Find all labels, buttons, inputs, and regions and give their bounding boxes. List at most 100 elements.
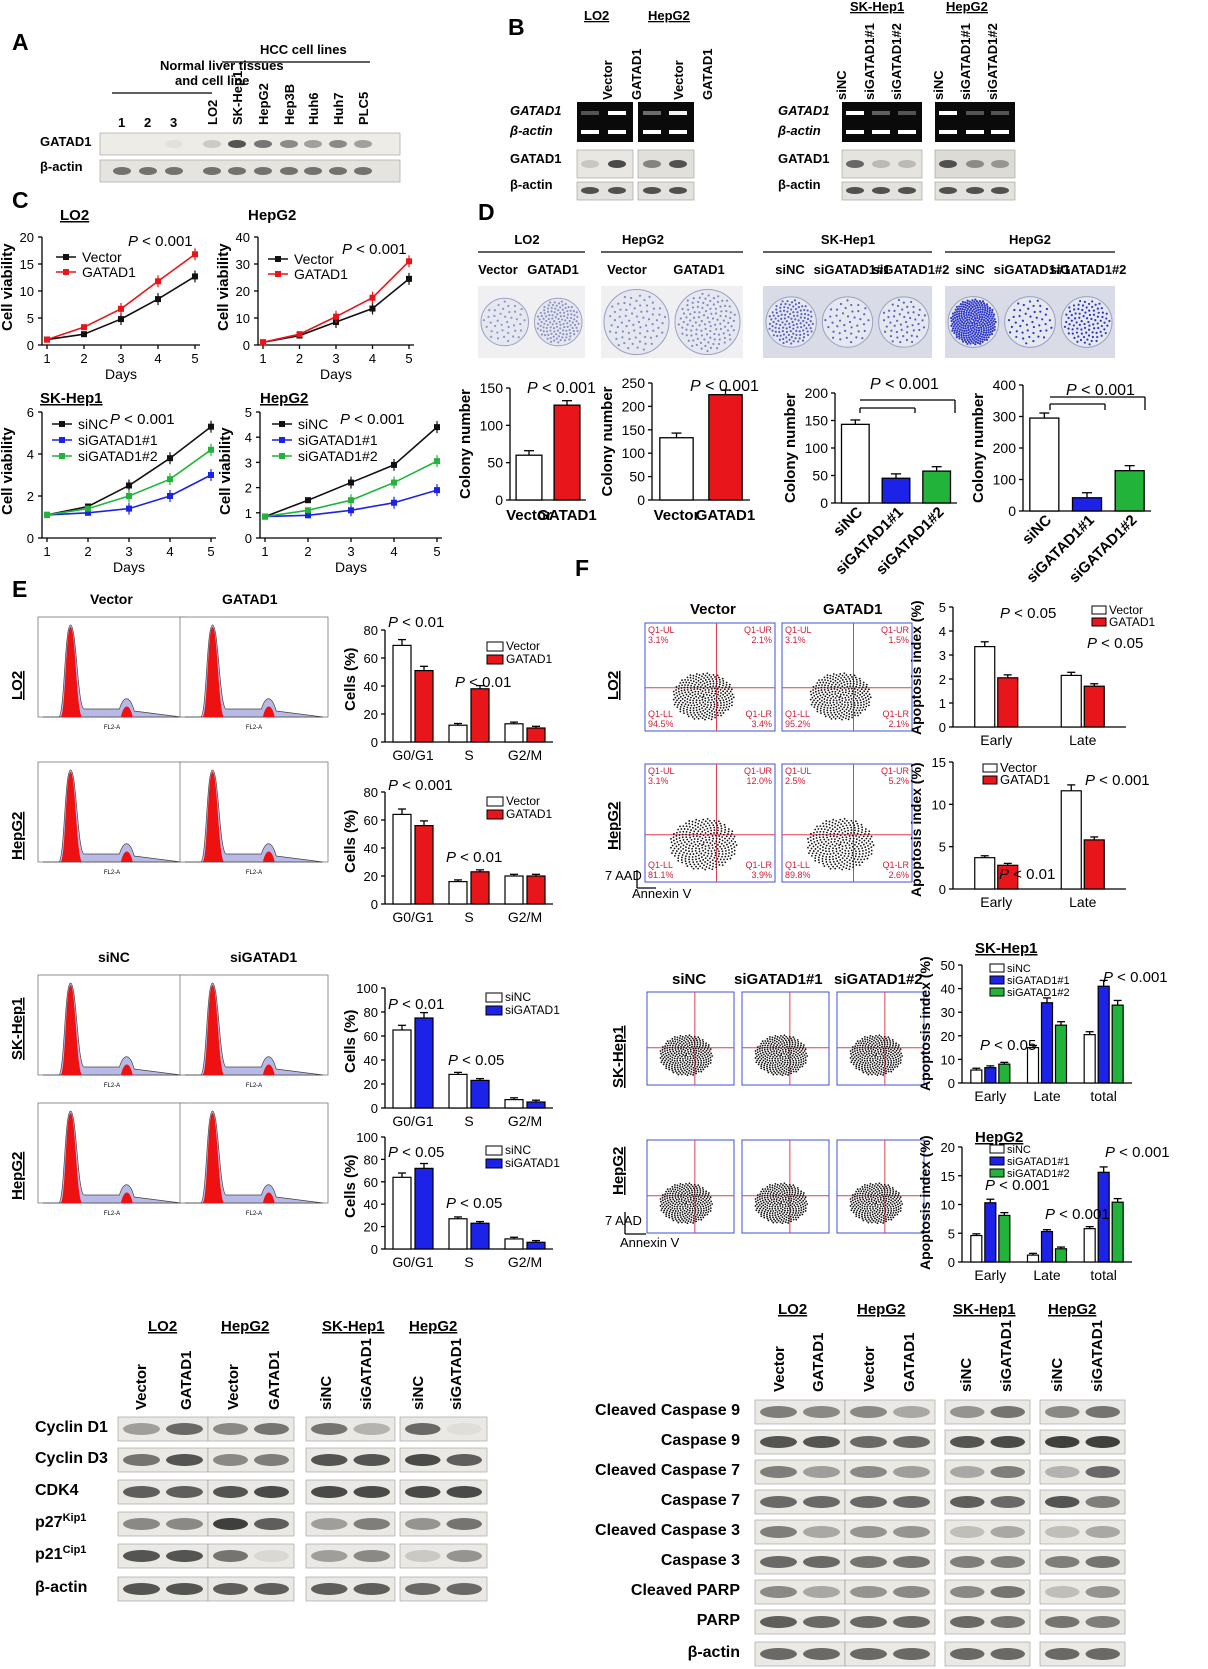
event xyxy=(792,1059,795,1062)
event xyxy=(702,1057,705,1060)
event xyxy=(695,673,698,675)
band xyxy=(939,160,957,168)
event xyxy=(678,852,681,855)
event xyxy=(809,839,812,842)
event xyxy=(848,840,851,842)
chart-title: SK-Hep1 xyxy=(40,390,103,407)
event xyxy=(832,818,835,821)
event xyxy=(864,696,867,699)
event xyxy=(861,837,863,840)
colony xyxy=(610,324,613,327)
event xyxy=(683,1217,686,1220)
event xyxy=(843,822,846,825)
event xyxy=(878,1052,880,1055)
event xyxy=(681,1186,683,1189)
event xyxy=(829,835,832,838)
event xyxy=(775,1203,778,1206)
row-label: HepG2 xyxy=(9,812,26,860)
chart-title: SK-Hep1 xyxy=(975,940,1038,957)
event xyxy=(791,1187,793,1190)
event xyxy=(798,1054,801,1057)
event xyxy=(780,1195,783,1198)
legend-entry: Vector xyxy=(506,794,540,808)
colony xyxy=(556,313,559,316)
event xyxy=(709,682,712,685)
colony xyxy=(703,323,707,326)
event xyxy=(665,1213,668,1216)
x-axis-label: Days xyxy=(113,559,145,575)
event xyxy=(823,843,825,846)
tick-label: 30 xyxy=(236,257,250,272)
event xyxy=(873,1217,876,1220)
legend-swatch xyxy=(989,1156,1005,1166)
event xyxy=(867,1055,869,1058)
p-value: P < 0.001 xyxy=(1045,1206,1110,1223)
band xyxy=(353,1454,390,1466)
bar xyxy=(708,394,743,501)
event xyxy=(834,826,836,829)
colony xyxy=(661,331,664,334)
event xyxy=(693,830,696,833)
colony xyxy=(863,329,866,333)
colony xyxy=(960,336,963,339)
colony xyxy=(923,314,926,317)
bar xyxy=(504,723,524,743)
colony xyxy=(710,312,713,315)
event xyxy=(693,686,696,688)
event xyxy=(858,1048,861,1051)
event xyxy=(875,1195,878,1198)
colony xyxy=(561,318,564,321)
bar xyxy=(553,404,581,501)
event xyxy=(843,676,846,679)
event xyxy=(702,1216,705,1219)
colony xyxy=(984,320,987,323)
event xyxy=(856,1061,859,1064)
event xyxy=(713,849,716,852)
colony xyxy=(917,313,920,317)
event xyxy=(688,1052,690,1055)
event xyxy=(768,1059,771,1062)
event xyxy=(850,687,853,690)
colony xyxy=(964,317,967,320)
event xyxy=(867,1200,870,1203)
event xyxy=(726,858,729,861)
event xyxy=(682,1194,685,1197)
bar xyxy=(1029,417,1060,512)
event xyxy=(693,1043,696,1046)
colony xyxy=(546,307,550,310)
colony xyxy=(1033,310,1036,314)
colony xyxy=(797,306,800,309)
event xyxy=(700,821,703,824)
event xyxy=(769,1040,772,1043)
event xyxy=(833,703,836,706)
colony xyxy=(661,322,664,325)
colony xyxy=(978,324,981,327)
bar xyxy=(414,669,434,743)
plate-label: siNC xyxy=(955,262,985,277)
event xyxy=(792,1063,795,1066)
event xyxy=(689,853,692,856)
colony xyxy=(663,315,667,319)
event xyxy=(851,1046,854,1048)
event xyxy=(704,832,707,834)
quad-label: Q1-LL xyxy=(785,709,810,719)
event xyxy=(719,822,722,825)
event xyxy=(869,837,872,840)
colony xyxy=(1091,331,1094,334)
event xyxy=(848,852,850,855)
event xyxy=(857,830,860,832)
event xyxy=(878,1200,880,1203)
event xyxy=(892,1057,895,1060)
event xyxy=(763,1214,765,1217)
colony xyxy=(725,310,728,313)
colony xyxy=(918,308,921,311)
event xyxy=(701,698,704,701)
quad-label: Q1-LR xyxy=(745,709,772,719)
event xyxy=(793,1050,795,1053)
data-point xyxy=(305,512,311,519)
event xyxy=(677,848,680,850)
colony xyxy=(645,304,649,307)
event xyxy=(772,1200,775,1203)
event xyxy=(864,708,867,711)
band xyxy=(446,1423,482,1435)
